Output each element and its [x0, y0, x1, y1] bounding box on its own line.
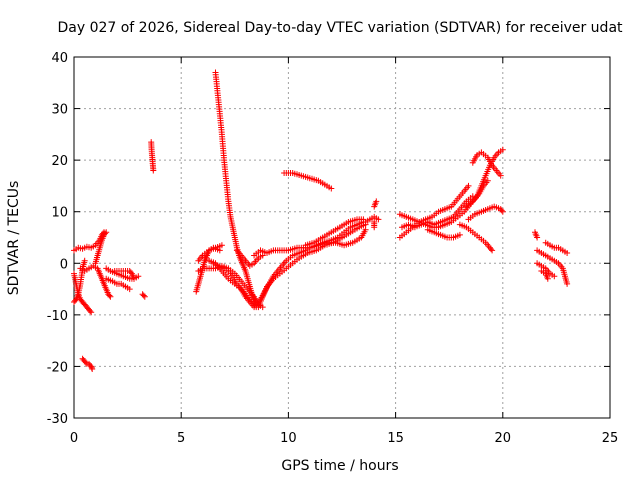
data-point: [141, 293, 148, 300]
x-tick-label: 5: [177, 431, 185, 446]
data-point: [544, 275, 551, 282]
data-point: [488, 246, 494, 253]
y-tick-label: 10: [51, 206, 68, 221]
y-tick-labels: -30 -20 -10 0 10 20 30 40: [47, 51, 68, 427]
data-point: [88, 309, 95, 316]
data-point: [362, 226, 369, 233]
x-tick-label: 20: [495, 431, 512, 446]
chart-title: Day 027 of 2026, Sidereal Day-to-day VTE…: [57, 20, 623, 36]
x-axis-label: GPS time / hours: [281, 458, 398, 474]
data-point: [103, 229, 110, 236]
data-point: [126, 286, 133, 293]
y-axis-label: SDTVAR / TECUs: [6, 181, 22, 296]
y-tick-label: -20: [47, 360, 68, 375]
y-tick-label: 20: [51, 154, 68, 169]
y-tick-label: 30: [51, 103, 68, 118]
data-point: [375, 216, 382, 223]
data-point: [499, 208, 506, 215]
data-point: [82, 359, 89, 366]
data-point: [564, 280, 571, 287]
data-point: [489, 247, 496, 254]
x-tick-labels: 0 5 10 15 20 25: [70, 431, 618, 446]
data-point: [497, 172, 504, 179]
data-point: [534, 234, 541, 241]
data-point: [551, 273, 558, 280]
data-point: [107, 293, 114, 300]
grid-lines: [74, 57, 610, 418]
data-point: [87, 308, 94, 314]
data-point: [499, 146, 506, 153]
data-point: [102, 230, 109, 237]
data-point: [328, 185, 335, 192]
data-point: [150, 167, 157, 174]
y-tick-label: 40: [51, 51, 68, 66]
data-point: [564, 250, 571, 256]
x-tick-label: 25: [602, 431, 619, 446]
data-point: [469, 193, 476, 200]
y-tick-label: 0: [60, 257, 68, 272]
data-point: [498, 207, 505, 214]
plot-frame: [73, 56, 611, 419]
data-point: [373, 198, 380, 205]
data-point: [81, 257, 88, 264]
y-tick-label: -30: [47, 412, 68, 427]
data-point: [218, 242, 225, 249]
data-point: [456, 231, 463, 238]
data-points: [71, 69, 571, 372]
data-point: [140, 292, 147, 299]
data-point: [135, 273, 142, 280]
data-point: [484, 177, 491, 184]
data-point: [131, 275, 137, 282]
y-tick-label: -10: [47, 309, 68, 324]
data-point: [89, 366, 96, 372]
data-point: [371, 224, 378, 231]
x-tick-label: 15: [387, 431, 404, 446]
x-tick-label: 10: [280, 431, 297, 446]
data-point: [465, 182, 472, 189]
data-point: [106, 292, 113, 299]
axis-ticks: [73, 56, 611, 419]
x-tick-label: 0: [70, 431, 78, 446]
